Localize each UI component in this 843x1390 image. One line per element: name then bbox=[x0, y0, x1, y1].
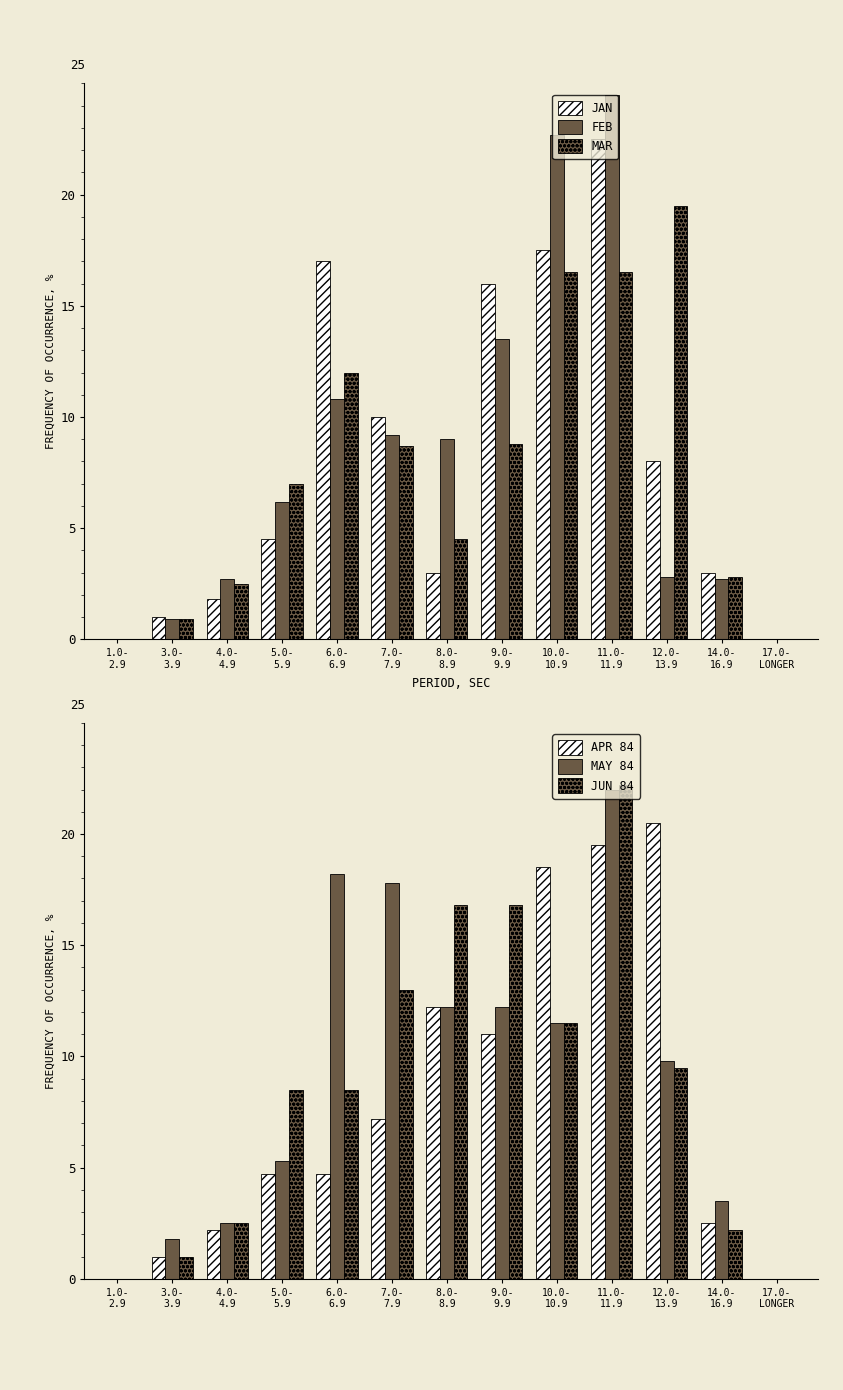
Bar bbox=[619, 272, 632, 639]
Bar bbox=[701, 1223, 715, 1279]
Bar bbox=[481, 1034, 495, 1279]
Bar bbox=[289, 484, 303, 639]
Bar bbox=[275, 1161, 289, 1279]
Bar bbox=[316, 261, 330, 639]
Text: 25: 25 bbox=[70, 699, 84, 712]
Legend: APR 84, MAY 84, JUN 84: APR 84, MAY 84, JUN 84 bbox=[552, 734, 640, 799]
Bar bbox=[399, 990, 412, 1279]
Bar bbox=[372, 417, 385, 639]
Bar bbox=[454, 905, 468, 1279]
Bar bbox=[427, 1008, 440, 1279]
Bar bbox=[536, 867, 550, 1279]
Bar bbox=[550, 1023, 564, 1279]
Bar bbox=[220, 1223, 234, 1279]
Bar bbox=[564, 1023, 577, 1279]
Bar bbox=[508, 905, 523, 1279]
Bar bbox=[330, 399, 344, 639]
Bar bbox=[372, 1119, 385, 1279]
Bar bbox=[234, 584, 248, 639]
Bar bbox=[261, 539, 275, 639]
Bar bbox=[604, 790, 619, 1279]
Y-axis label: FREQUENCY OF OCCURRENCE, %: FREQUENCY OF OCCURRENCE, % bbox=[46, 274, 56, 449]
Bar bbox=[179, 1257, 193, 1279]
Bar bbox=[728, 577, 742, 639]
Bar bbox=[234, 1223, 248, 1279]
Bar bbox=[536, 250, 550, 639]
Y-axis label: FREQUENCY OF OCCURRENCE, %: FREQUENCY OF OCCURRENCE, % bbox=[46, 913, 56, 1088]
Bar bbox=[427, 573, 440, 639]
Bar bbox=[660, 577, 674, 639]
Bar bbox=[344, 1090, 357, 1279]
Bar bbox=[701, 573, 715, 639]
Bar bbox=[165, 1238, 179, 1279]
X-axis label: PERIOD, SEC: PERIOD, SEC bbox=[412, 677, 490, 689]
Bar bbox=[165, 620, 179, 639]
Bar bbox=[646, 461, 660, 639]
Bar bbox=[330, 874, 344, 1279]
Bar bbox=[261, 1175, 275, 1279]
Bar bbox=[591, 139, 604, 639]
Bar bbox=[481, 284, 495, 639]
Bar bbox=[289, 1090, 303, 1279]
Bar bbox=[399, 446, 412, 639]
Bar bbox=[604, 95, 619, 639]
Bar bbox=[728, 1230, 742, 1279]
Bar bbox=[508, 443, 523, 639]
Bar bbox=[660, 1061, 674, 1279]
Bar bbox=[674, 1068, 687, 1279]
Legend: JAN, FEB, MAR: JAN, FEB, MAR bbox=[552, 95, 619, 160]
Bar bbox=[220, 580, 234, 639]
Bar bbox=[179, 620, 193, 639]
Bar bbox=[275, 502, 289, 639]
Bar bbox=[619, 785, 632, 1279]
Bar bbox=[550, 135, 564, 639]
Bar bbox=[152, 1257, 165, 1279]
Bar bbox=[715, 580, 728, 639]
Bar bbox=[715, 1201, 728, 1279]
Bar bbox=[591, 845, 604, 1279]
Bar bbox=[152, 617, 165, 639]
Bar bbox=[207, 1230, 220, 1279]
Bar bbox=[344, 373, 357, 639]
Bar bbox=[440, 1008, 454, 1279]
Bar bbox=[495, 1008, 508, 1279]
Bar bbox=[440, 439, 454, 639]
Bar bbox=[564, 272, 577, 639]
Bar bbox=[646, 823, 660, 1279]
Bar bbox=[207, 599, 220, 639]
Bar bbox=[454, 539, 468, 639]
Text: 25: 25 bbox=[70, 60, 84, 72]
Bar bbox=[316, 1175, 330, 1279]
Bar bbox=[495, 339, 508, 639]
Bar bbox=[385, 435, 399, 639]
Bar bbox=[674, 206, 687, 639]
Bar bbox=[385, 883, 399, 1279]
